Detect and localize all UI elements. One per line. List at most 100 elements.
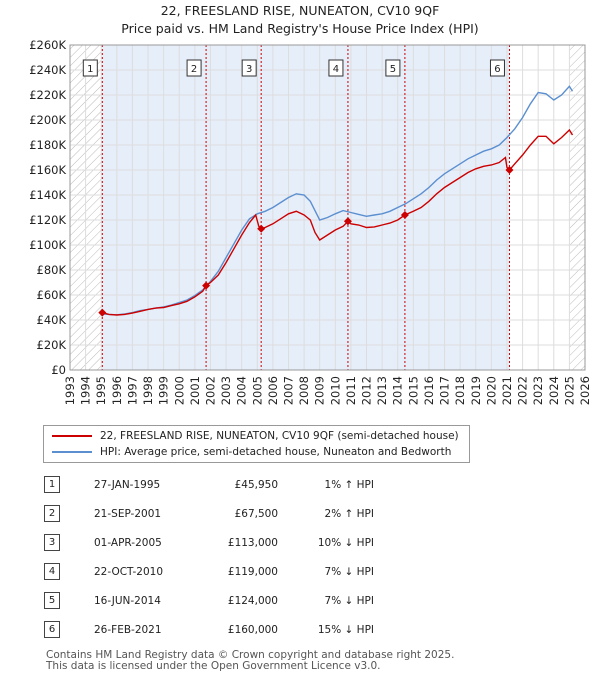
hatch-region-end	[569, 45, 585, 370]
chart-legend: 22, FREESLAND RISE, NUNEATON, CV10 9QF (…	[43, 425, 470, 463]
x-tick-label: 2008	[297, 376, 311, 405]
sale-price: £124,000	[227, 594, 278, 607]
y-tick-label: £20K	[37, 338, 67, 352]
sale-hpi-diff: 7% ↓ HPI	[324, 594, 374, 607]
y-tick-label: £80K	[37, 263, 67, 277]
x-tick-label: 2016	[422, 376, 436, 405]
sale-hpi-diff: 1% ↑ HPI	[324, 478, 374, 491]
x-tick-label: 2013	[375, 376, 389, 405]
sale-number-label: 2	[191, 64, 197, 75]
legend-label-property: 22, FREESLAND RISE, NUNEATON, CV10 9QF (…	[100, 430, 459, 442]
y-tick-label: £40K	[37, 313, 67, 327]
x-tick-label: 2010	[328, 376, 342, 405]
sale-number: 4	[44, 563, 60, 580]
x-tick-label: 2018	[453, 376, 467, 405]
sale-row: 2 21-SEP-2001 £67,500 2% ↑ HPI	[40, 499, 374, 528]
sale-price: £113,000	[227, 536, 278, 549]
y-tick-label: £180K	[29, 138, 66, 152]
x-tick-label: 2026	[578, 376, 592, 405]
x-tick-label: 2005	[250, 376, 264, 405]
sale-hpi-diff: 2% ↑ HPI	[324, 507, 374, 520]
sale-number-label: 6	[494, 64, 500, 75]
sale-number-box	[328, 59, 344, 77]
x-tick-label: 2004	[235, 376, 249, 405]
x-tick-label: 2019	[469, 376, 483, 405]
sale-date: 21-SEP-2001	[94, 507, 162, 520]
sales-table: 1 27-JAN-1995 £45,950 1% ↑ HPI 2 21-SEP-2001 £…	[40, 470, 374, 644]
x-tick-label: 1998	[141, 376, 155, 405]
sale-number: 5	[44, 592, 60, 609]
legend-swatch-hpi	[52, 451, 92, 453]
x-tick-label: 2017	[438, 376, 452, 405]
sale-price: £45,950	[234, 478, 278, 491]
x-tick-label: 2025	[562, 376, 576, 405]
plot-border	[69, 44, 586, 371]
footer-licence: This data is licensed under the Open Gov…	[46, 660, 381, 672]
x-tick-label: 1995	[94, 376, 108, 405]
x-tick-label: 2003	[219, 376, 233, 405]
y-tick-label: £120K	[29, 213, 66, 227]
sale-number: 6	[44, 621, 60, 638]
sale-point	[257, 224, 266, 233]
title-line-1: 22, FREESLAND RISE, NUNEATON, CV10 9QF	[160, 3, 440, 18]
x-tick-label: 2012	[360, 376, 374, 405]
x-tick-label: 2015	[406, 376, 420, 405]
sale-number-label: 5	[390, 64, 396, 75]
footer: Contains HM Land Registry data © Crown c…	[46, 650, 454, 672]
property-series-line	[102, 128, 574, 316]
title-line-2: Price paid vs. HM Land Registry's House …	[121, 21, 479, 36]
x-tick-label: 2022	[516, 376, 530, 405]
legend-label-hpi: HPI: Average price, semi-detached house,…	[100, 446, 452, 458]
sale-number: 3	[44, 534, 60, 551]
y-tick-label: £260K	[29, 38, 66, 52]
sale-price: £67,500	[234, 507, 278, 520]
sale-number-box	[241, 59, 257, 77]
chart-title: 22, FREESLAND RISE, NUNEATON, CV10 9QF P…	[0, 2, 600, 38]
legend-swatch-property	[52, 435, 92, 437]
sale-hpi-diff: 10% ↓ HPI	[317, 536, 374, 549]
x-tick-label: 2000	[172, 376, 186, 405]
x-tick-label: 2014	[391, 376, 405, 405]
x-tick-label: 2009	[313, 376, 327, 405]
x-tick-label: 1993	[63, 376, 77, 405]
sale-hpi-diff: 7% ↓ HPI	[324, 565, 374, 578]
x-tick-label: 2024	[547, 376, 561, 405]
sale-point	[505, 166, 514, 174]
sale-number-label: 1	[87, 64, 93, 75]
x-tick-label: 2021	[500, 376, 514, 405]
sale-number: 2	[44, 505, 60, 522]
sale-date: 26-FEB-2021	[94, 623, 162, 636]
y-tick-label: £240K	[29, 63, 66, 77]
sale-row: 3 01-APR-2005 £113,000 10% ↓ HPI	[40, 528, 374, 557]
sale-point	[98, 308, 107, 317]
footer-copyright: Contains HM Land Registry data © Crown c…	[46, 649, 455, 661]
sale-number-box	[385, 59, 401, 77]
x-tick-label: 2006	[266, 376, 280, 405]
y-tick-label: £220K	[29, 88, 66, 102]
sale-point	[202, 281, 211, 290]
sale-row: 4 22-OCT-2010 £119,000 7% ↓ HPI	[40, 557, 374, 586]
sale-hpi-diff: 15% ↓ HPI	[317, 623, 374, 636]
sale-number-box	[186, 59, 202, 77]
x-tick-label: 2020	[484, 376, 498, 405]
x-tick-label: 2002	[203, 376, 217, 405]
x-tick-label: 2023	[531, 376, 545, 405]
sale-price: £119,000	[227, 565, 278, 578]
y-tick-label: £200K	[29, 113, 66, 127]
sale-number: 1	[44, 476, 60, 493]
sale-number-box	[489, 59, 505, 77]
legend-item-hpi: HPI: Average price, semi-detached house,…	[52, 444, 451, 460]
y-tick-label: £160K	[29, 163, 66, 177]
y-tick-label: £140K	[29, 188, 66, 202]
sale-number-label: 4	[333, 64, 339, 75]
sale-date: 16-JUN-2014	[94, 594, 161, 607]
ownership-band	[102, 45, 510, 370]
sale-row: 1 27-JAN-1995 £45,950 1% ↑ HPI	[40, 470, 374, 499]
sale-point	[400, 211, 409, 219]
sale-row: 5 16-JUN-2014 £124,000 7% ↓ HPI	[40, 586, 374, 615]
x-tick-label: 1997	[125, 376, 139, 405]
sale-price: £160,000	[227, 623, 278, 636]
sale-date: 27-JAN-1995	[94, 478, 161, 491]
y-tick-label: £60K	[37, 288, 67, 302]
sale-date: 22-OCT-2010	[94, 565, 163, 578]
